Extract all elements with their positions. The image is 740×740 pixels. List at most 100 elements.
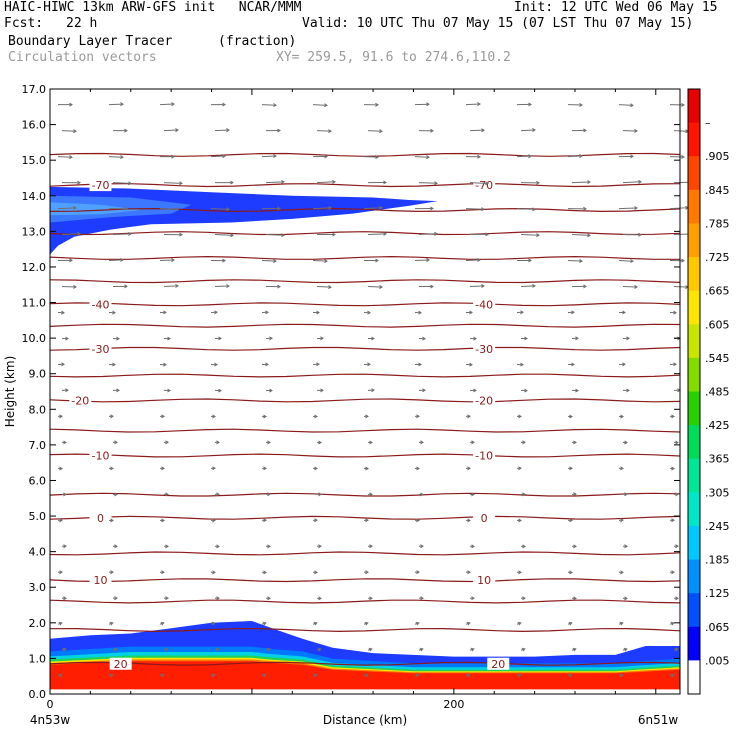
circulation-vector-head <box>673 362 677 367</box>
circulation-vector-head <box>383 180 387 185</box>
circulation-vector-head <box>365 518 369 523</box>
circulation-vector-head <box>528 154 532 159</box>
circulation-vector-head <box>277 206 281 211</box>
circulation-vector <box>316 181 336 184</box>
circulation-vector-head <box>212 414 216 419</box>
x-tick-label: 0 <box>47 698 54 711</box>
circulation-vector-head <box>175 207 179 212</box>
circulation-vector <box>520 234 540 236</box>
circulation-vector-head <box>269 388 273 393</box>
circulation-vector-head <box>518 518 522 523</box>
circulation-vector <box>567 155 583 158</box>
circulation-vector <box>214 129 230 132</box>
circulation-vector-head <box>161 518 165 523</box>
circulation-vector <box>210 208 230 210</box>
circulation-vector-head <box>262 621 267 626</box>
circulation-vector-head <box>579 154 583 159</box>
circulation-vector-head <box>670 673 675 678</box>
circulation-vector-head <box>267 492 271 497</box>
circulation-vector-head <box>367 310 371 315</box>
circulation-vector-head <box>573 544 577 549</box>
model-title: HAIC-HIWC 13km ARW-GFS init NCAR/MMM <box>4 0 302 15</box>
circulation-vector-head <box>263 466 267 471</box>
circulation-vector <box>469 285 485 288</box>
circulation-vector-head <box>624 596 628 601</box>
circulation-vector-head <box>569 466 573 471</box>
circulation-vector-head <box>624 544 628 549</box>
isotherm-label-bg <box>487 657 510 670</box>
colorbar-label: .485 <box>705 386 730 399</box>
circulation-vector <box>163 182 183 184</box>
circulation-vector-head <box>332 232 336 237</box>
isotherm-line <box>49 661 681 666</box>
circulation-vector-head <box>114 596 118 601</box>
isotherm-line <box>49 599 681 604</box>
circulation-vector-head <box>477 154 481 159</box>
circulation-vector <box>414 259 430 262</box>
colorbar-swatch <box>688 89 700 124</box>
circulation-vector-head <box>471 596 475 601</box>
isotherm-line <box>49 453 681 458</box>
circulation-vector-head <box>160 673 165 678</box>
circulation-vector <box>316 130 332 132</box>
circulation-vector-head <box>467 518 471 523</box>
circulation-vector-head <box>430 128 434 133</box>
colorbar-label: .845 <box>705 184 730 197</box>
circulation-vector-head <box>620 466 624 471</box>
circulation-vector <box>571 234 591 236</box>
circulation-vector <box>669 207 689 210</box>
circulation-vector-head <box>383 231 387 236</box>
circulation-vector-head <box>681 102 685 107</box>
circulation-vector-head <box>109 673 114 678</box>
circulation-vector-head <box>569 570 573 575</box>
circulation-vector-head <box>124 284 128 289</box>
circulation-vector <box>367 130 383 132</box>
circulation-vector-head <box>521 647 526 652</box>
circulation-vector-head <box>467 466 471 471</box>
circulation-vector-head <box>532 284 536 288</box>
colorbar-label: .545 <box>705 352 730 365</box>
circulation-vector-head <box>216 544 220 549</box>
circulation-vector-head <box>328 285 332 290</box>
circulation-vector-head <box>320 336 324 341</box>
circulation-vector <box>312 207 332 210</box>
isotherm-label: -70 <box>91 179 109 192</box>
circulation-vector <box>367 286 383 288</box>
colorbar-label: .725 <box>705 251 730 264</box>
circulation-vector-head <box>671 466 675 471</box>
circulation-vector-head <box>65 388 69 393</box>
circulation-vector-head <box>63 440 67 445</box>
circulation-vector-head <box>161 414 165 419</box>
circulation-vector-head <box>416 518 420 523</box>
field-name: Boundary Layer Tracer <box>8 34 173 49</box>
isotherm-label: 10 <box>93 574 107 587</box>
x-tick-label: 200 <box>443 698 464 711</box>
isotherm-line <box>49 578 681 583</box>
circulation-vector-head <box>434 231 438 236</box>
circulation-vector <box>210 155 226 158</box>
circulation-vector-head <box>165 544 169 549</box>
circulation-vector-head <box>671 570 675 575</box>
colorbar-swatch <box>688 559 700 594</box>
circulation-vector <box>57 207 77 210</box>
circulation-vector <box>673 286 689 288</box>
colorbar-label: .185 <box>705 554 730 567</box>
isotherm-layer: -70 -70 -40 -40 -30 -30 -20 -20 -10 -10 0 0 10 10 20 20 <box>49 152 681 671</box>
y-tick-label: 15.0 <box>22 154 47 167</box>
circulation-vector-head <box>266 647 271 652</box>
circulation-vector-head <box>110 466 114 471</box>
isotherm-line <box>49 346 681 351</box>
circulation-vector-head <box>324 103 328 108</box>
isotherm-label-bg <box>89 574 112 587</box>
circulation-vector-head <box>671 518 675 523</box>
circulation-vector-head <box>109 621 114 626</box>
isotherm-label-bg <box>473 179 496 192</box>
circulation-vector-head <box>230 233 234 238</box>
circulation-vector <box>108 103 124 106</box>
circulation-vector-head <box>263 518 267 523</box>
circulation-vector <box>159 259 175 262</box>
circulation-vector-head <box>416 570 420 575</box>
circulation-vector-head <box>379 205 383 210</box>
circulation-vector-head <box>620 518 624 523</box>
circulation-vector-head <box>572 647 577 652</box>
